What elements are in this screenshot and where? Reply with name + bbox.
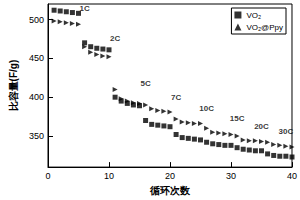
svg-text:5C: 5C <box>140 79 150 88</box>
svg-text:30: 30 <box>226 171 236 181</box>
svg-text:7C: 7C <box>171 93 181 102</box>
svg-text:1C: 1C <box>79 4 89 13</box>
svg-text:VO₂@Ppy: VO₂@Ppy <box>246 23 283 32</box>
svg-text:400: 400 <box>29 92 44 102</box>
svg-text:20: 20 <box>165 171 175 181</box>
svg-text:30C: 30C <box>279 127 294 136</box>
svg-text:20C: 20C <box>254 122 269 131</box>
svg-text:2C: 2C <box>110 34 120 43</box>
svg-text:500: 500 <box>29 15 44 25</box>
svg-text:比容量(F/g): 比容量(F/g) <box>8 60 19 112</box>
svg-text:350: 350 <box>29 131 44 141</box>
svg-text:10C: 10C <box>199 104 214 113</box>
svg-text:40: 40 <box>287 171 297 181</box>
svg-text:VO₂: VO₂ <box>246 11 261 20</box>
svg-text:循环次数: 循环次数 <box>149 185 191 196</box>
svg-text:15C: 15C <box>230 114 245 123</box>
svg-text:10: 10 <box>104 171 114 181</box>
svg-text:450: 450 <box>29 53 44 63</box>
svg-text:0: 0 <box>45 171 50 181</box>
